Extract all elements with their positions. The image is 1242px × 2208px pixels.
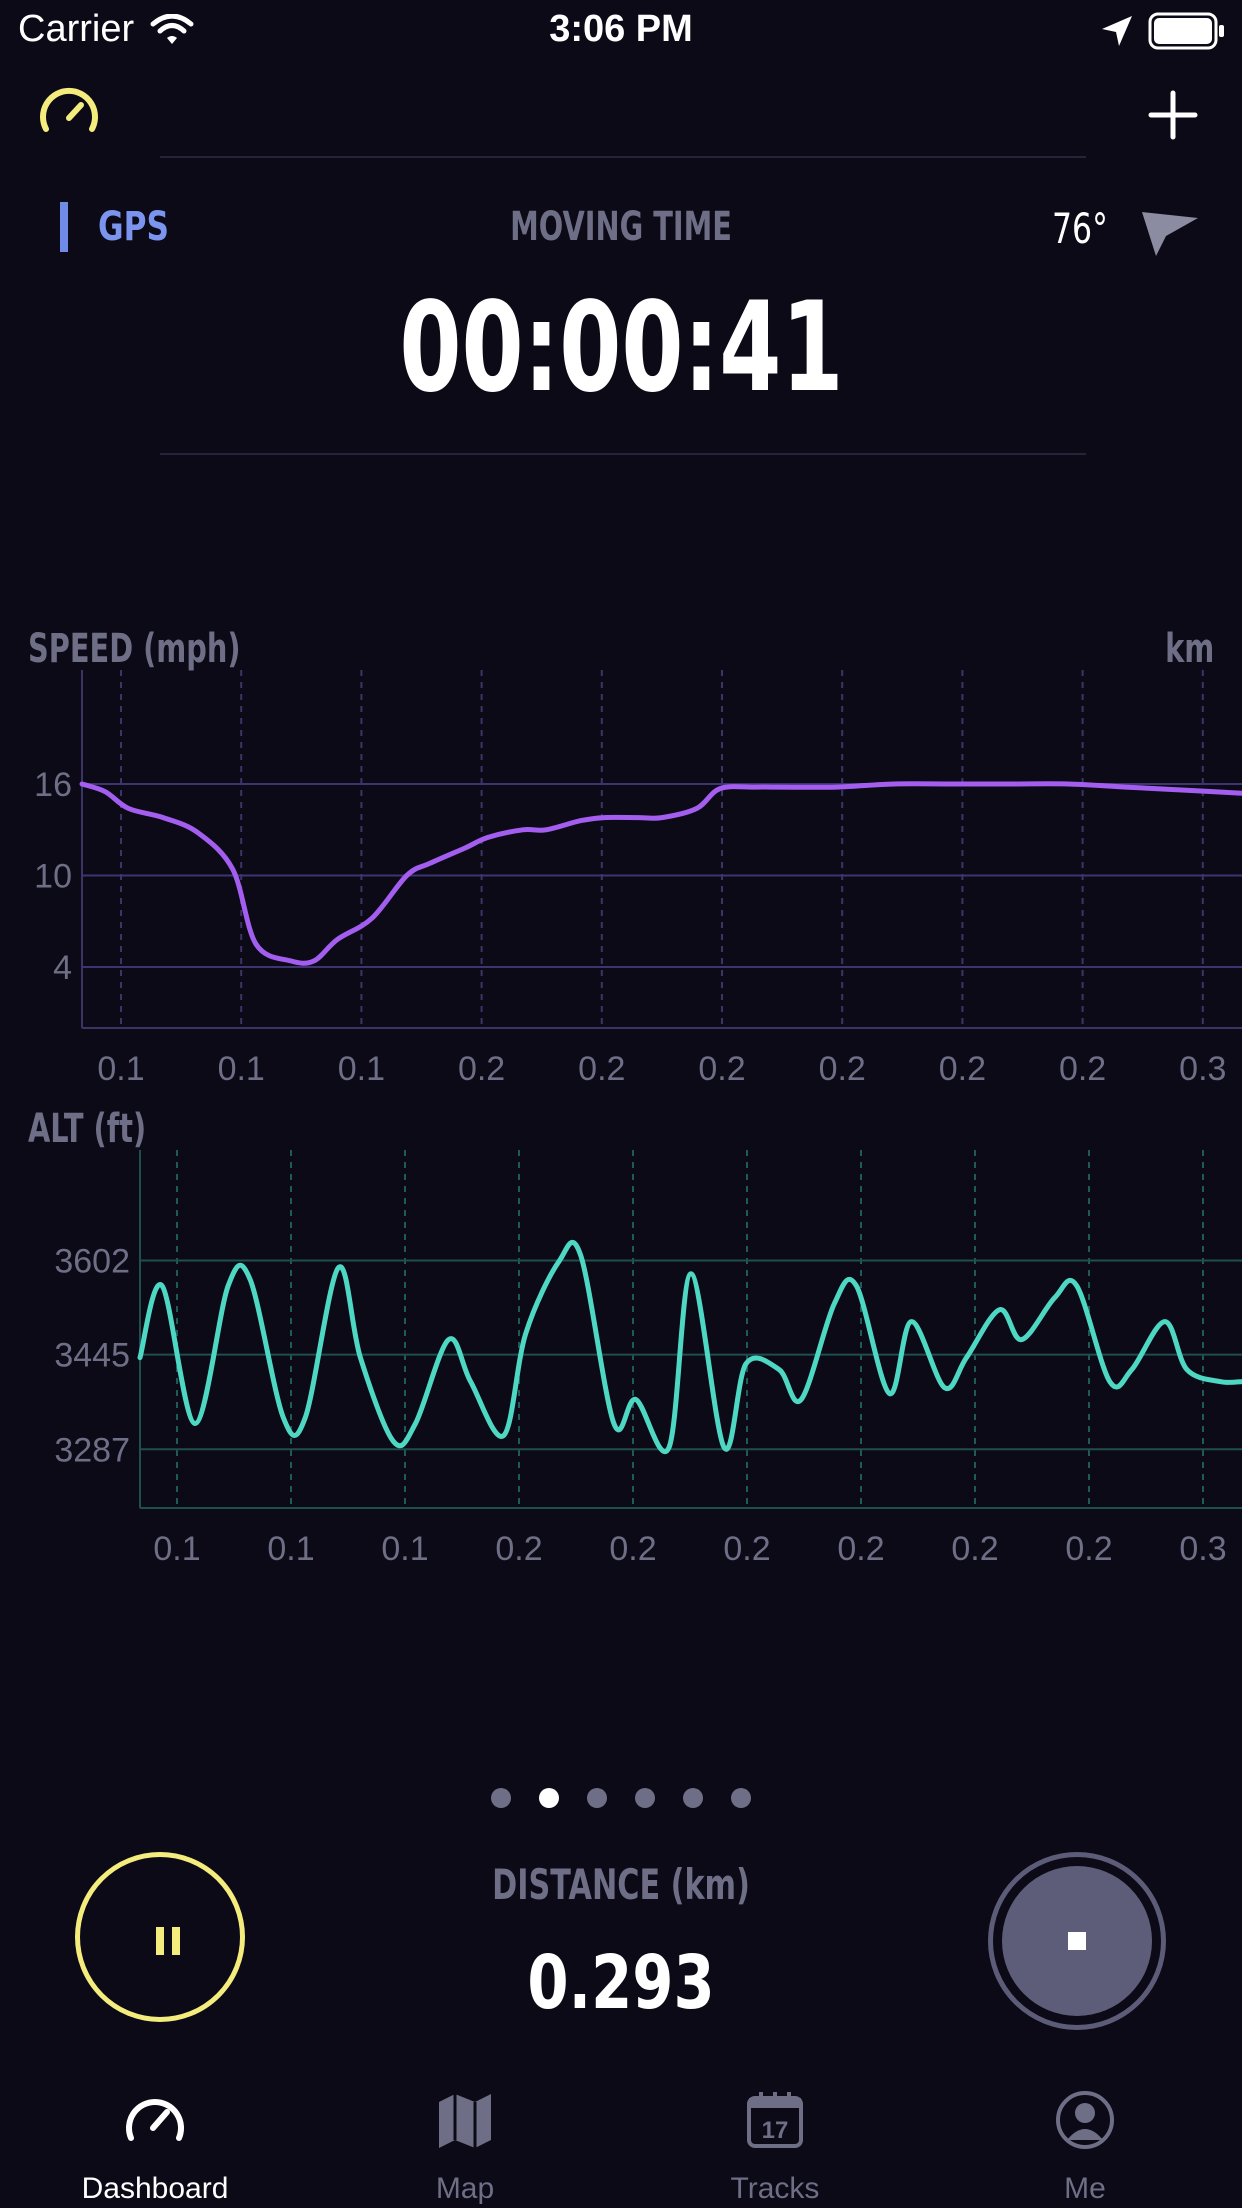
moving-time-value: 00:00:41 — [398, 276, 844, 420]
speed-x-tick-label: 0.2 — [819, 1050, 866, 1088]
alt-x-tick-label: 0.1 — [267, 1530, 314, 1568]
speed-chart: 0.1 0.1 0.1 0.2 0.2 0.2 0.2 0.2 0.2 0.3 16 10 4 — [34, 670, 1242, 1088]
alt-x-tick-label: 0.1 — [381, 1530, 428, 1568]
alt-x-tick-label: 0.2 — [723, 1530, 770, 1568]
battery-icon — [1148, 12, 1224, 50]
calendar-icon: 17 — [747, 2092, 803, 2148]
tab-tracks[interactable]: 17 Tracks — [620, 2078, 930, 2208]
alt-chart-title: ALT (ft) — [28, 1106, 147, 1152]
speedometer-icon — [126, 2099, 184, 2141]
page-dot[interactable] — [539, 1788, 559, 1808]
alt-x-tick-label: 0.2 — [609, 1530, 656, 1568]
page-dot[interactable] — [731, 1788, 751, 1808]
speed-x-tick-label: 0.1 — [338, 1050, 385, 1088]
speed-x-tick-label: 0.1 — [97, 1050, 144, 1088]
alt-y-tick-label: 3445 — [54, 1337, 130, 1375]
speed-x-tick-label: 0.1 — [218, 1050, 265, 1088]
add-button[interactable] — [1148, 90, 1198, 140]
stop-button[interactable] — [988, 1852, 1166, 2030]
alt-x-tick-label: 0.3 — [1179, 1530, 1226, 1568]
distance-value: 0.293 — [527, 1940, 715, 2026]
speed-x-tick-label: 0.2 — [578, 1050, 625, 1088]
alt-x-tick-label: 0.2 — [837, 1530, 884, 1568]
speed-chart-title: SPEED (mph) — [28, 626, 241, 672]
alt-series-line — [137, 1239, 1242, 1454]
speed-y-tick-label: 4 — [53, 949, 72, 987]
tab-map[interactable]: Map — [310, 2078, 620, 2208]
tab-me[interactable]: Me — [930, 2078, 1240, 2208]
clock: 3:06 PM — [549, 8, 693, 50]
calendar-badge: 17 — [762, 2117, 789, 2144]
tab-label: Dashboard — [81, 2172, 229, 2205]
location-arrow-icon — [1102, 16, 1132, 46]
alt-x-tick-label: 0.2 — [1065, 1530, 1112, 1568]
speed-series-line — [79, 781, 1242, 966]
page-dot[interactable] — [491, 1788, 511, 1808]
page-dot[interactable] — [635, 1788, 655, 1808]
temperature: 76° — [1052, 204, 1108, 253]
status-bar: Carrier 3:06 PM — [0, 0, 1242, 60]
speed-chart-unit: km — [1164, 626, 1214, 672]
person-icon — [1056, 2091, 1114, 2149]
alt-x-tick-label: 0.1 — [153, 1530, 200, 1568]
speed-x-tick-label: 0.2 — [698, 1050, 745, 1088]
alt-y-tick-label: 3287 — [54, 1431, 130, 1469]
speed-y-tick-label: 16 — [34, 766, 72, 804]
carrier-label: Carrier — [18, 8, 135, 50]
speed-x-tick-label: 0.2 — [1059, 1050, 1106, 1088]
alt-x-tick-label: 0.2 — [951, 1530, 998, 1568]
tab-dashboard[interactable]: Dashboard — [0, 2078, 310, 2208]
stop-icon — [1068, 1932, 1086, 1950]
moving-time-label: MOVING TIME — [510, 204, 732, 250]
distance-label: DISTANCE (km) — [492, 1860, 750, 1909]
speed-x-tick-label: 0.2 — [939, 1050, 986, 1088]
tab-label: Tracks — [730, 2172, 820, 2205]
page-dot[interactable] — [683, 1788, 703, 1808]
map-icon — [439, 2094, 491, 2148]
pause-button[interactable] — [75, 1852, 245, 2022]
alt-y-tick-label: 3602 — [54, 1243, 130, 1281]
gps-signal-bar — [60, 202, 68, 252]
header-divider-top — [160, 156, 1086, 158]
speed-x-tick-label: 0.2 — [458, 1050, 505, 1088]
pause-icon — [156, 1927, 164, 1955]
wifi-icon — [150, 14, 194, 44]
tab-label: Map — [435, 2172, 495, 2205]
gps-label: GPS — [98, 204, 169, 250]
heading-arrow-icon — [1142, 212, 1198, 256]
speed-y-tick-label: 10 — [34, 858, 72, 896]
speed-x-tick-label: 0.3 — [1179, 1050, 1226, 1088]
tab-label: Me — [1064, 2172, 1106, 2205]
header-divider-bottom — [160, 453, 1086, 455]
speedometer-icon[interactable] — [38, 85, 100, 137]
page-dot[interactable] — [587, 1788, 607, 1808]
alt-x-tick-label: 0.2 — [495, 1530, 542, 1568]
alt-chart: 0.1 0.1 0.1 0.2 0.2 0.2 0.2 0.2 0.2 0.3 3602 3445 32… — [54, 1150, 1242, 1568]
